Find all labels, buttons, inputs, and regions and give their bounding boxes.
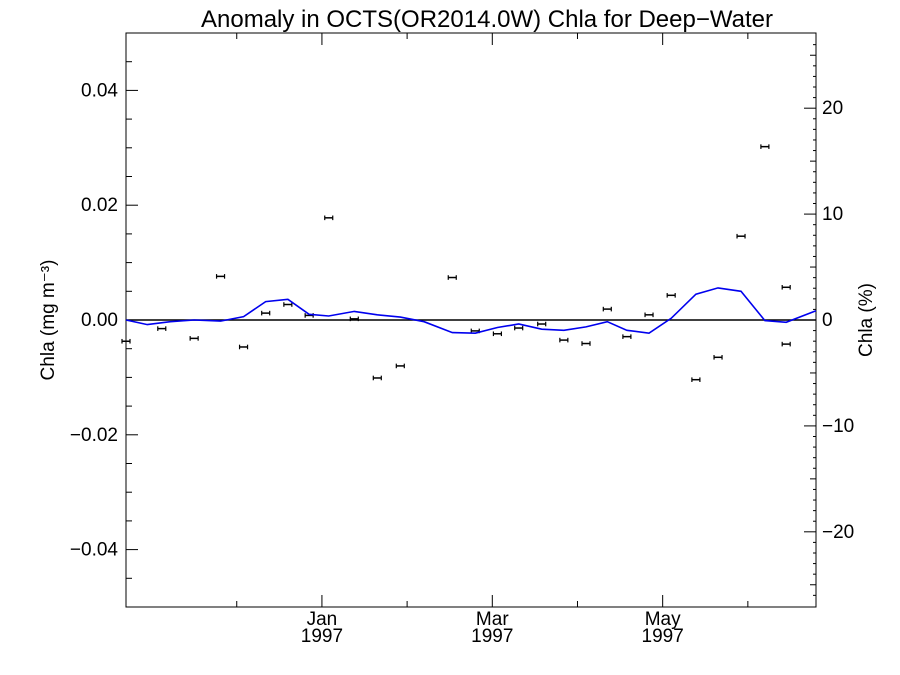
right-tick-label: −10 [822, 416, 854, 437]
data-point [781, 341, 791, 347]
x-tick-month: Mar [476, 609, 509, 630]
data-point [760, 144, 770, 149]
data-point [666, 293, 676, 298]
left-y-axis-label-text: Chla (mg m⁻³) [38, 260, 59, 381]
data-point [261, 310, 271, 316]
x-tick-year: 1997 [642, 626, 684, 647]
x-tick-month: May [645, 609, 681, 630]
right-y-axis: 20 10 0 −10 −20 [804, 44, 854, 596]
series-layer [121, 144, 817, 382]
data-point [395, 363, 405, 369]
data-point [736, 233, 746, 239]
data-point [121, 338, 131, 344]
right-tick-label: 10 [822, 204, 843, 225]
left-y-axis-label: Chla (mg m⁻³) [38, 260, 59, 381]
data-point [238, 344, 249, 350]
data-point [691, 377, 701, 382]
model-line [125, 287, 817, 335]
data-point [157, 326, 167, 331]
x-tick-label: Mar 1997 [471, 609, 513, 647]
data-point [537, 321, 547, 327]
data-point [492, 331, 503, 337]
left-tick-label: 0.02 [81, 195, 118, 216]
chart-title: Anomaly in OCTS(OR2014.0W) Chla for Deep… [201, 6, 773, 33]
x-tick-year: 1997 [301, 626, 343, 647]
right-tick-label: 20 [822, 98, 843, 119]
left-tick-label: −0.02 [70, 425, 118, 446]
x-tick-month: Jan [307, 609, 338, 630]
right-tick-label: −20 [822, 522, 854, 543]
data-point [713, 355, 723, 360]
data-point [602, 306, 612, 312]
data-point [324, 215, 334, 221]
data-point [447, 275, 457, 280]
data-point [581, 341, 591, 346]
data-point [349, 316, 359, 322]
data-point [372, 375, 382, 381]
data-point [559, 337, 569, 343]
left-y-axis: 0.04 0.02 0.00 −0.02 −0.04 [70, 32, 138, 608]
data-point [283, 302, 293, 307]
x-tick-label: May 1997 [642, 609, 684, 647]
left-tick-label: −0.04 [70, 540, 119, 561]
data-point [215, 274, 226, 279]
left-tick-label: 0.04 [81, 80, 118, 101]
data-point [781, 284, 791, 290]
right-tick-label: 0 [822, 310, 833, 331]
data-point [644, 312, 654, 318]
right-y-axis-label: Chla (%) [856, 283, 877, 357]
data-point [514, 325, 524, 331]
x-tick-year: 1997 [471, 626, 513, 647]
left-tick-label: 0.00 [81, 310, 118, 331]
data-point [189, 336, 199, 341]
data-point [622, 334, 632, 339]
x-tick-label: Jan 1997 [301, 609, 343, 647]
